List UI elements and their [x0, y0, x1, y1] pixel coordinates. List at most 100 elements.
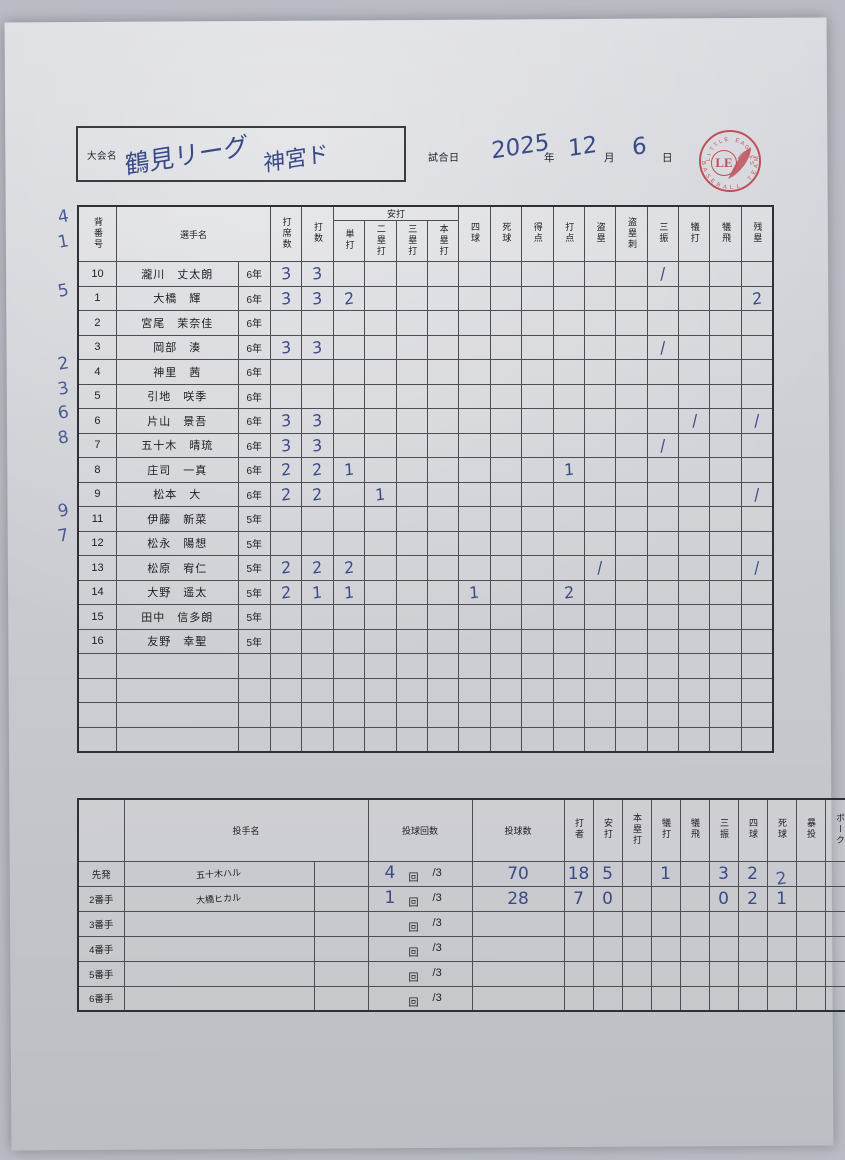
table-row[interactable]: 6番手 回/3: [77, 985, 845, 1012]
cell-run[interactable]: [521, 310, 554, 336]
cell-lob[interactable]: [740, 579, 774, 605]
cell-double[interactable]: [364, 285, 397, 311]
table-row[interactable]: 3 岡部 湊 6年 3 3/: [77, 334, 774, 360]
cell-triple[interactable]: [395, 457, 428, 483]
cell-sh[interactable]: [678, 506, 711, 532]
table-row[interactable]: 13 松原 宥仁 5年 2 2 2//: [77, 555, 774, 581]
cell-walks[interactable]: [737, 985, 768, 1012]
cell-pitcher-name[interactable]: [123, 935, 315, 962]
cell-single[interactable]: [332, 677, 366, 703]
cell-sf[interactable]: [709, 726, 742, 752]
cell-sb[interactable]: [583, 432, 617, 458]
cell-pa[interactable]: 2: [269, 457, 303, 483]
cell-so[interactable]: [646, 702, 680, 728]
cell-wild-pitch[interactable]: [795, 960, 826, 987]
cell-so[interactable]: [646, 408, 680, 434]
cell-ab[interactable]: 3: [301, 408, 334, 434]
cell-hr[interactable]: [426, 359, 460, 385]
cell-rbi[interactable]: [552, 604, 585, 630]
cell-hbp[interactable]: [489, 677, 523, 703]
cell-hbp[interactable]: [489, 702, 523, 728]
cell-player-name[interactable]: 田中 信多朗: [115, 604, 239, 630]
cell-cs[interactable]: [615, 726, 648, 752]
cell-hbp[interactable]: [489, 555, 523, 581]
cell-strikeouts[interactable]: [708, 985, 739, 1012]
cell-wild-pitch[interactable]: [795, 885, 826, 912]
cell-sh[interactable]: [678, 457, 711, 483]
cell-sf[interactable]: [709, 530, 742, 556]
cell-pitcher-blank[interactable]: [313, 860, 369, 887]
cell-sf[interactable]: [709, 261, 742, 287]
cell-sh[interactable]: [678, 334, 711, 360]
table-row[interactable]: 1 大橋 輝 6年 3 3 2 2: [77, 285, 774, 311]
cell-pa[interactable]: [269, 677, 303, 703]
cell-hr[interactable]: [426, 261, 460, 287]
cell-jersey-number[interactable]: 8: [77, 457, 117, 483]
cell-batters-faced[interactable]: [563, 985, 594, 1012]
cell-home-runs[interactable]: [621, 960, 652, 987]
cell-ab[interactable]: [301, 530, 334, 556]
cell-hbp[interactable]: [489, 457, 523, 483]
cell-rbi[interactable]: [552, 628, 585, 654]
cell-lob[interactable]: [740, 677, 774, 703]
cell-bb[interactable]: [458, 677, 491, 703]
cell-rbi[interactable]: [552, 285, 585, 311]
cell-wild-pitch[interactable]: [795, 860, 826, 887]
cell-player-name[interactable]: 庄司 一真: [115, 457, 239, 483]
cell-sb[interactable]: [583, 726, 617, 752]
cell-cs[interactable]: [615, 628, 648, 654]
cell-rbi[interactable]: 1: [552, 457, 585, 483]
cell-single[interactable]: [332, 628, 366, 654]
cell-hbp[interactable]: [766, 910, 797, 937]
cell-so[interactable]: [646, 359, 680, 385]
cell-lob[interactable]: 2: [740, 285, 774, 311]
cell-sf[interactable]: [709, 383, 742, 409]
cell-triple[interactable]: [395, 359, 428, 385]
cell-rbi[interactable]: [552, 432, 585, 458]
cell-hr[interactable]: [426, 555, 460, 581]
cell-player-name[interactable]: 友野 幸聖: [115, 628, 239, 654]
cell-grade[interactable]: 6年: [237, 457, 271, 483]
cell-triple[interactable]: [395, 432, 428, 458]
cell-so[interactable]: [646, 677, 680, 703]
cell-bb[interactable]: [458, 481, 491, 507]
cell-hr[interactable]: [426, 383, 460, 409]
cell-grade[interactable]: [237, 726, 271, 752]
cell-ab[interactable]: [301, 604, 334, 630]
cell-ab[interactable]: 2: [301, 555, 334, 581]
cell-sb[interactable]: [583, 383, 617, 409]
cell-hr[interactable]: [426, 628, 460, 654]
cell-pa[interactable]: 2: [269, 579, 303, 605]
cell-sac-bunt[interactable]: [650, 910, 681, 937]
cell-run[interactable]: [521, 555, 554, 581]
cell-pitch-count[interactable]: [471, 935, 565, 962]
cell-sf[interactable]: [709, 359, 742, 385]
cell-so[interactable]: [646, 604, 680, 630]
cell-ab[interactable]: 3: [301, 285, 334, 311]
cell-so[interactable]: [646, 530, 680, 556]
cell-double[interactable]: [364, 261, 397, 287]
cell-bb[interactable]: [458, 506, 491, 532]
cell-sf[interactable]: [709, 653, 742, 679]
cell-rbi[interactable]: [552, 506, 585, 532]
cell-jersey-number[interactable]: 2: [77, 310, 117, 336]
cell-double[interactable]: [364, 383, 397, 409]
cell-hbp[interactable]: [766, 985, 797, 1012]
cell-double[interactable]: [364, 334, 397, 360]
pitching-table-body[interactable]: 先発五十木ハル4回/37018513242番手大橋ヒカル1回/328700212…: [77, 860, 845, 1012]
cell-double[interactable]: [364, 310, 397, 336]
cell-bb[interactable]: 1: [458, 579, 491, 605]
cell-sh[interactable]: [678, 310, 711, 336]
cell-jersey-number[interactable]: 1: [77, 285, 117, 311]
cell-jersey-number[interactable]: 10: [77, 261, 117, 287]
cell-player-name[interactable]: 五十木 晴琉: [115, 432, 239, 458]
cell-player-name[interactable]: [115, 702, 239, 728]
cell-balk[interactable]: [824, 885, 845, 912]
cell-sh[interactable]: [678, 677, 711, 703]
cell-triple[interactable]: [395, 677, 428, 703]
cell-run[interactable]: [521, 408, 554, 434]
cell-jersey-number[interactable]: [77, 653, 117, 679]
cell-pitcher-name[interactable]: 大橋ヒカル: [123, 885, 315, 912]
cell-rbi[interactable]: [552, 383, 585, 409]
cell-sb[interactable]: [583, 677, 617, 703]
